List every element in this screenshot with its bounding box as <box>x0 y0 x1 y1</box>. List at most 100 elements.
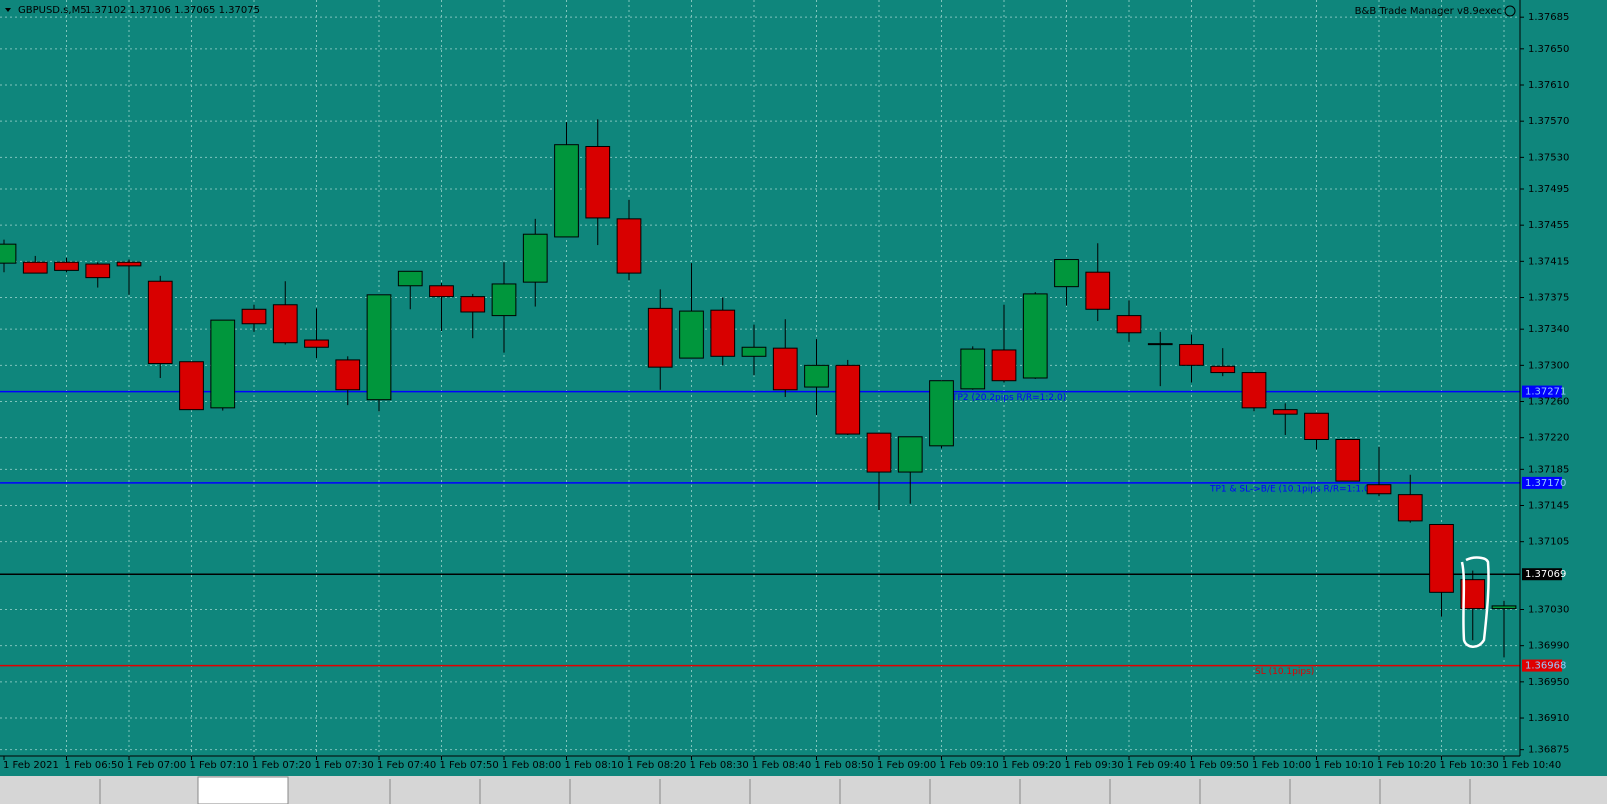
candle-body <box>1366 484 1392 495</box>
indicator-name: B&B Trade Manager v8.9exec <box>1355 6 1502 17</box>
candle-body <box>1272 409 1298 415</box>
x-tick-label: 1 Feb 2021 <box>3 760 59 771</box>
level-label-box <box>1522 659 1562 672</box>
candle-body <box>835 364 861 435</box>
candle-body <box>491 283 517 317</box>
candle-body <box>210 319 236 409</box>
candle-body <box>1241 372 1267 409</box>
candle-body <box>1147 343 1173 346</box>
candle-body <box>429 285 454 298</box>
level-label: 1.37069 <box>1525 569 1566 580</box>
x-tick-label: 1 Feb 07:00 <box>127 760 186 771</box>
candle-body <box>772 347 798 391</box>
candle-body <box>1460 579 1486 610</box>
level-text: SL (10.1pips) <box>1255 667 1314 677</box>
candle-body <box>522 233 548 283</box>
candle-body <box>1085 271 1111 310</box>
x-tick-label: 1 Feb 10:20 <box>1377 760 1436 771</box>
x-tick-label: 1 Feb 08:30 <box>690 760 749 771</box>
candle-body <box>710 309 736 357</box>
candle-body <box>866 432 892 473</box>
candle-body <box>1210 365 1236 374</box>
candle-body <box>272 304 298 344</box>
x-tick-label: 1 Feb 10:30 <box>1440 760 1499 771</box>
header-prices: 1.37102 1.37106 1.37065 1.37075 <box>85 5 260 16</box>
y-tick-label: 1.37570 <box>1528 116 1569 127</box>
x-tick-label: 1 Feb 08:20 <box>627 760 686 771</box>
x-tick-label: 1 Feb 06:50 <box>65 760 124 771</box>
candle-body <box>85 263 111 279</box>
candle-body <box>1429 523 1454 593</box>
y-tick-label: 1.37495 <box>1528 184 1569 195</box>
x-tick-label: 1 Feb 07:20 <box>252 760 311 771</box>
candle-body <box>1397 494 1423 522</box>
candle-body <box>897 436 923 473</box>
candle-body <box>366 294 392 401</box>
x-tick-label: 1 Feb 10:00 <box>1252 760 1311 771</box>
candle-body <box>1116 315 1142 334</box>
level-label-box <box>1522 476 1562 489</box>
y-tick-label: 1.37530 <box>1528 152 1569 163</box>
y-tick-label: 1.36875 <box>1528 745 1569 756</box>
candle-body <box>304 339 329 348</box>
x-tick-label: 1 Feb 07:10 <box>190 760 249 771</box>
candle-body <box>22 261 48 274</box>
x-tick-label: 1 Feb 07:30 <box>315 760 374 771</box>
candle-body <box>1491 605 1517 610</box>
symbol: GBPUSD.s,M5 <box>18 5 87 16</box>
tab-active[interactable] <box>197 776 289 804</box>
x-tick-label: 1 Feb 08:40 <box>752 760 811 771</box>
level-text: TP2 (20.2pips R/R=1:2.0) <box>951 393 1066 403</box>
y-tick-label: 1.37105 <box>1528 537 1569 548</box>
hand-drawn-annotation <box>1460 556 1490 648</box>
y-tick-label: 1.37455 <box>1528 220 1569 231</box>
candle-body <box>991 349 1017 382</box>
x-tick-label: 1 Feb 10:10 <box>1315 760 1374 771</box>
candle-body <box>647 307 673 368</box>
x-tick-label: 1 Feb 09:40 <box>1127 760 1186 771</box>
x-tick-label: 1 Feb 10:40 <box>1502 760 1561 771</box>
candle-body <box>1304 412 1329 440</box>
y-tick-label: 1.36910 <box>1528 713 1569 724</box>
y-tick-label: 1.37030 <box>1528 605 1569 616</box>
level-label: 1.36968 <box>1525 661 1566 672</box>
candle-body <box>0 243 17 264</box>
candle-body <box>554 144 579 238</box>
y-tick-label: 1.37260 <box>1528 397 1569 408</box>
y-tick-label: 1.37145 <box>1528 501 1569 512</box>
x-tick-label: 1 Feb 07:40 <box>377 760 436 771</box>
y-tick-label: 1.37375 <box>1528 293 1569 304</box>
candle-body <box>1179 344 1204 366</box>
level-label-box <box>1522 385 1562 398</box>
candle-body <box>147 280 173 365</box>
candle-body <box>179 361 204 411</box>
candle-body <box>616 218 642 274</box>
candle-body <box>397 270 423 287</box>
level-label: 1.37170 <box>1525 478 1566 489</box>
y-tick-label: 1.37340 <box>1528 324 1569 335</box>
candle-body <box>679 310 704 359</box>
y-tick-label: 1.36950 <box>1528 677 1569 688</box>
x-tick-label: 1 Feb 08:00 <box>502 760 561 771</box>
smiley <box>1504 5 1516 17</box>
plot: TP2 (20.2pips R/R=1:2.0) TP1 & SL->B/E (1… <box>0 0 1520 756</box>
candle-body <box>460 296 486 313</box>
x-tick-label: 1 Feb 09:10 <box>940 760 999 771</box>
candle-body <box>741 346 767 357</box>
candle-body <box>1022 293 1048 379</box>
y-tick-label: 1.37650 <box>1528 44 1569 55</box>
x-tick-label: 1 Feb 09:50 <box>1190 760 1249 771</box>
candle-body <box>54 261 79 271</box>
x-tick-label: 1 Feb 09:20 <box>1002 760 1061 771</box>
y-tick-label: 1.37300 <box>1528 360 1569 371</box>
candle-body <box>804 364 829 388</box>
candle-body <box>1054 259 1079 288</box>
x-tick-label: 1 Feb 07:50 <box>440 760 499 771</box>
x-tick-label: 1 Feb 09:30 <box>1065 760 1124 771</box>
x-tick-label: 1 Feb 08:10 <box>565 760 624 771</box>
y-tick-label: 1.37685 <box>1528 12 1569 23</box>
candle-body <box>960 348 986 390</box>
